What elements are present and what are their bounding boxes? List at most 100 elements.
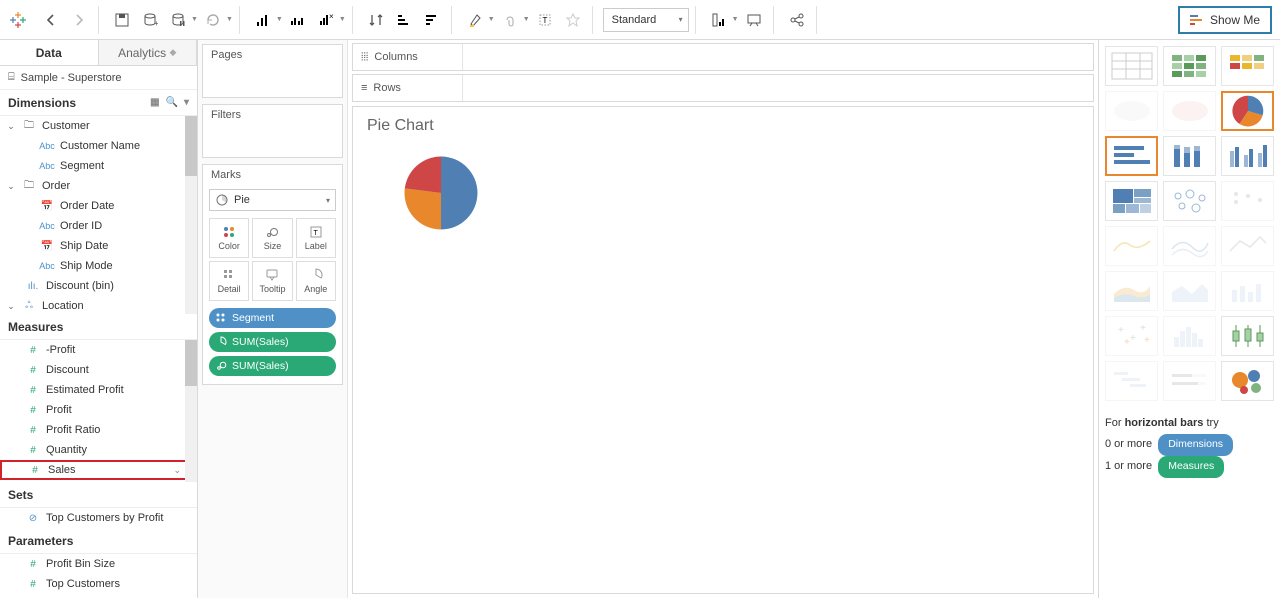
- hint-text: For: [1105, 417, 1122, 429]
- pages-card[interactable]: Pages: [202, 44, 343, 98]
- view-toggle-icon[interactable]: ▦: [150, 97, 159, 108]
- fit-select[interactable]: Standard: [603, 8, 689, 32]
- folder-location[interactable]: ⌄ஃLocation: [0, 296, 197, 314]
- field-profit-ratio[interactable]: #Profit Ratio: [0, 420, 197, 440]
- back-button[interactable]: [38, 7, 64, 33]
- field-discount[interactable]: #Discount: [0, 360, 197, 380]
- sm-heatmap[interactable]: [1163, 46, 1216, 86]
- clear-sheet-button[interactable]: ×: [313, 7, 339, 33]
- tab-data[interactable]: Data: [0, 40, 99, 65]
- sm-area-cont[interactable]: [1105, 271, 1158, 311]
- save-button[interactable]: [109, 7, 135, 33]
- field-neg-profit[interactable]: #-Profit: [0, 340, 197, 360]
- highlight-button[interactable]: [462, 7, 488, 33]
- sm-highlight-table[interactable]: [1221, 46, 1274, 86]
- sort-desc-button[interactable]: [419, 7, 445, 33]
- sm-dual-combo[interactable]: [1221, 271, 1274, 311]
- folder-order[interactable]: ⌄🗀Order: [0, 176, 197, 196]
- field-param-profit-bin[interactable]: #Profit Bin Size: [0, 554, 197, 574]
- sm-side-circles[interactable]: [1221, 181, 1274, 221]
- duplicate-sheet-button[interactable]: [285, 7, 311, 33]
- pill-segment[interactable]: Segment: [209, 308, 336, 328]
- field-ship-date[interactable]: 📅Ship Date: [0, 236, 197, 256]
- dropdown-caret-icon[interactable]: ▼: [191, 16, 198, 23]
- mark-label-button[interactable]: TLabel: [296, 218, 336, 258]
- search-icon[interactable]: 🔍: [166, 97, 178, 108]
- sm-text-table[interactable]: [1105, 46, 1158, 86]
- angle-pill-icon: [215, 336, 227, 348]
- field-customer-name[interactable]: AbcCustomer Name: [0, 136, 197, 156]
- dropdown-caret-icon[interactable]: ▼: [732, 16, 739, 23]
- mark-size-button[interactable]: Size: [252, 218, 292, 258]
- tab-analytics[interactable]: Analytics ◆: [99, 40, 198, 65]
- field-profit[interactable]: #Profit: [0, 400, 197, 420]
- sm-side-bar[interactable]: [1221, 136, 1274, 176]
- field-top-customers-set[interactable]: ⊘Top Customers by Profit: [0, 508, 197, 528]
- sm-circle-views[interactable]: [1163, 181, 1216, 221]
- sm-stacked-bar[interactable]: [1163, 136, 1216, 176]
- dropdown-caret-icon[interactable]: ▼: [488, 16, 495, 23]
- sm-treemap[interactable]: [1105, 181, 1158, 221]
- sm-filled-map[interactable]: [1163, 91, 1216, 131]
- field-order-date[interactable]: 📅Order Date: [0, 196, 197, 216]
- menu-caret-icon[interactable]: ▾: [184, 97, 189, 108]
- dropdown-caret-icon[interactable]: ▼: [523, 16, 530, 23]
- field-est-profit[interactable]: #Estimated Profit: [0, 380, 197, 400]
- mark-angle-button[interactable]: Angle: [296, 261, 336, 301]
- svg-text:×: ×: [329, 12, 334, 21]
- dims-scrollbar[interactable]: [185, 116, 197, 176]
- show-me-panel: +++++ For horizontal bars try 0 or more …: [1098, 40, 1280, 598]
- mark-color-button[interactable]: Color: [209, 218, 249, 258]
- show-me-button[interactable]: Show Me: [1178, 6, 1272, 34]
- new-datasource-button[interactable]: +: [137, 7, 163, 33]
- mark-type-select[interactable]: Pie: [209, 189, 336, 211]
- sm-line-cont[interactable]: [1105, 226, 1158, 266]
- dropdown-caret-icon[interactable]: ▼: [339, 16, 346, 23]
- sm-dual-line[interactable]: [1221, 226, 1274, 266]
- new-sheet-button[interactable]: [250, 7, 276, 33]
- field-discount-bin[interactable]: ılı.Discount (bin): [0, 276, 197, 296]
- text-label-button[interactable]: T: [532, 7, 558, 33]
- sm-scatter[interactable]: +++++: [1105, 316, 1158, 356]
- sm-pie[interactable]: [1221, 91, 1274, 131]
- field-ship-mode[interactable]: AbcShip Mode: [0, 256, 197, 276]
- field-order-id[interactable]: AbcOrder ID: [0, 216, 197, 236]
- share-button[interactable]: [784, 7, 810, 33]
- dropdown-caret-icon[interactable]: ▼: [276, 16, 283, 23]
- sm-symbol-map[interactable]: [1105, 91, 1158, 131]
- sheet-title[interactable]: Pie Chart: [367, 117, 1079, 135]
- refresh-button[interactable]: [200, 7, 226, 33]
- show-cards-button[interactable]: [706, 7, 732, 33]
- sm-packed-bubbles[interactable]: [1221, 361, 1274, 401]
- field-quantity[interactable]: #Quantity: [0, 440, 197, 460]
- filters-card[interactable]: Filters: [202, 104, 343, 158]
- sort-asc-button[interactable]: [391, 7, 417, 33]
- sm-gantt[interactable]: [1105, 361, 1158, 401]
- datasource-row[interactable]: ⌸ Sample - Superstore: [0, 66, 197, 90]
- field-segment[interactable]: AbcSegment: [0, 156, 197, 176]
- presentation-button[interactable]: [741, 7, 767, 33]
- pause-updates-button[interactable]: [165, 7, 191, 33]
- forward-button[interactable]: [66, 7, 92, 33]
- attachment-button[interactable]: [497, 7, 523, 33]
- sm-histogram[interactable]: [1163, 316, 1216, 356]
- swap-button[interactable]: [363, 7, 389, 33]
- mark-detail-button[interactable]: Detail: [209, 261, 249, 301]
- field-param-top-cust[interactable]: #Top Customers: [0, 574, 197, 594]
- sm-line-disc[interactable]: [1163, 226, 1216, 266]
- sm-boxplot[interactable]: [1221, 316, 1274, 356]
- columns-shelf[interactable]: ⦙⦙⦙Columns: [352, 43, 1094, 71]
- fix-axes-button[interactable]: [560, 7, 586, 33]
- sm-hbar[interactable]: [1105, 136, 1158, 176]
- sm-bullet[interactable]: [1163, 361, 1216, 401]
- sm-area-disc[interactable]: [1163, 271, 1216, 311]
- folder-customer[interactable]: ⌄🗀Customer: [0, 116, 197, 136]
- meas-scrollbar[interactable]: [185, 340, 197, 386]
- mark-tooltip-button[interactable]: Tooltip: [252, 261, 292, 301]
- rows-shelf[interactable]: ≡Rows: [352, 74, 1094, 102]
- pill-sum-sales-size[interactable]: SUM(Sales): [209, 356, 336, 376]
- field-sales[interactable]: #Sales⌄: [0, 460, 197, 480]
- pill-sum-sales-angle[interactable]: SUM(Sales): [209, 332, 336, 352]
- dropdown-caret-icon[interactable]: ▼: [226, 16, 233, 23]
- pie-chart[interactable]: [403, 155, 479, 231]
